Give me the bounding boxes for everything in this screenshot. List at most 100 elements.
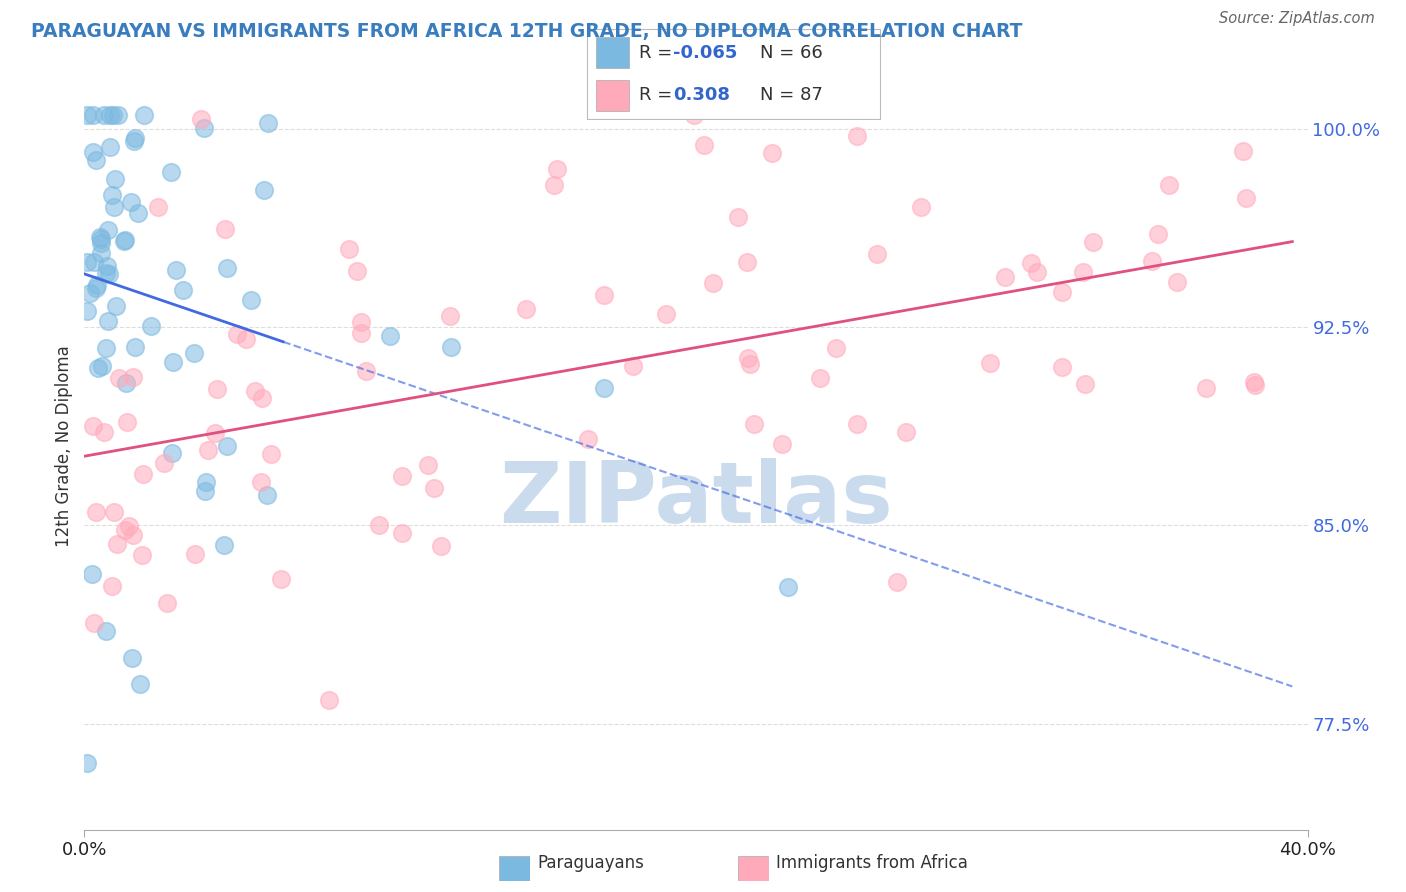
Point [114, 233, 136, 247]
Point [98, 140, 121, 154]
Text: N = 87: N = 87 [761, 86, 823, 103]
Point [740, 357, 762, 371]
Point [76, 303, 98, 318]
Point [132, 467, 155, 482]
Point [416, 458, 439, 472]
Point [89, 230, 111, 244]
Point [162, 445, 184, 459]
Point [1147, 227, 1170, 241]
Point [825, 341, 848, 355]
Point [593, 381, 616, 395]
Text: Source: ZipAtlas.com: Source: ZipAtlas.com [1219, 11, 1375, 26]
Point [82, 145, 104, 159]
Point [1071, 265, 1094, 279]
Point [152, 456, 174, 470]
Point [1142, 253, 1164, 268]
Point [82, 419, 104, 434]
Point [349, 315, 371, 329]
Point [112, 235, 135, 249]
Point [165, 263, 187, 277]
Point [808, 371, 831, 385]
Point [866, 246, 889, 260]
Point [423, 481, 446, 495]
Text: Immigrants from Africa: Immigrants from Africa [776, 855, 967, 872]
Point [172, 283, 194, 297]
Point [76, 756, 98, 771]
Text: ZIPatlas: ZIPatlas [499, 458, 893, 541]
Point [1052, 360, 1074, 375]
Point [243, 384, 266, 398]
Point [122, 134, 145, 148]
Point [96, 313, 118, 327]
Point [120, 194, 142, 209]
Point [100, 187, 122, 202]
Point [87, 361, 110, 376]
Point [896, 425, 918, 440]
Point [346, 264, 368, 278]
Point [118, 519, 141, 533]
Point [235, 332, 257, 346]
Point [1052, 285, 1074, 299]
Point [129, 677, 152, 691]
Point [93, 108, 115, 122]
Point [83, 254, 105, 268]
Point [846, 128, 869, 143]
Point [546, 161, 568, 176]
Point [162, 355, 184, 369]
Text: R =: R = [640, 44, 679, 62]
Bar [596, 37, 628, 68]
Point [104, 172, 127, 186]
Point [121, 650, 143, 665]
Point [350, 326, 373, 340]
Point [543, 178, 565, 192]
Point [337, 243, 360, 257]
Point [239, 293, 262, 307]
Point [735, 255, 758, 269]
Point [770, 437, 793, 451]
Point [655, 307, 678, 321]
Point [98, 267, 121, 281]
Point [76, 255, 98, 269]
Point [1019, 255, 1042, 269]
Point [439, 309, 461, 323]
Point [103, 505, 125, 519]
Point [250, 391, 273, 405]
Point [84, 505, 107, 519]
Point [107, 108, 129, 122]
Point [226, 326, 249, 341]
Point [910, 200, 932, 214]
Point [90, 232, 112, 246]
Point [253, 183, 276, 197]
Point [107, 536, 129, 550]
Point [148, 200, 170, 214]
Text: -0.065: -0.065 [672, 44, 737, 62]
Point [391, 526, 413, 541]
Point [214, 538, 236, 552]
Point [184, 547, 207, 561]
Point [250, 475, 273, 489]
Point [1234, 191, 1257, 205]
FancyBboxPatch shape [586, 29, 880, 119]
Point [727, 210, 749, 224]
Point [101, 578, 124, 592]
Point [104, 299, 127, 313]
Bar [596, 80, 628, 111]
Point [76, 108, 98, 122]
Point [1243, 375, 1265, 389]
Point [440, 340, 463, 354]
Point [96, 341, 118, 355]
Point [391, 469, 413, 483]
Point [430, 539, 453, 553]
Point [742, 417, 765, 431]
Point [122, 369, 145, 384]
Point [96, 259, 118, 273]
Point [115, 376, 138, 390]
Point [139, 319, 162, 334]
Point [683, 108, 706, 122]
Point [217, 261, 239, 276]
Point [994, 270, 1017, 285]
Point [190, 112, 212, 127]
Point [256, 488, 278, 502]
Point [86, 277, 108, 292]
Point [214, 221, 236, 235]
